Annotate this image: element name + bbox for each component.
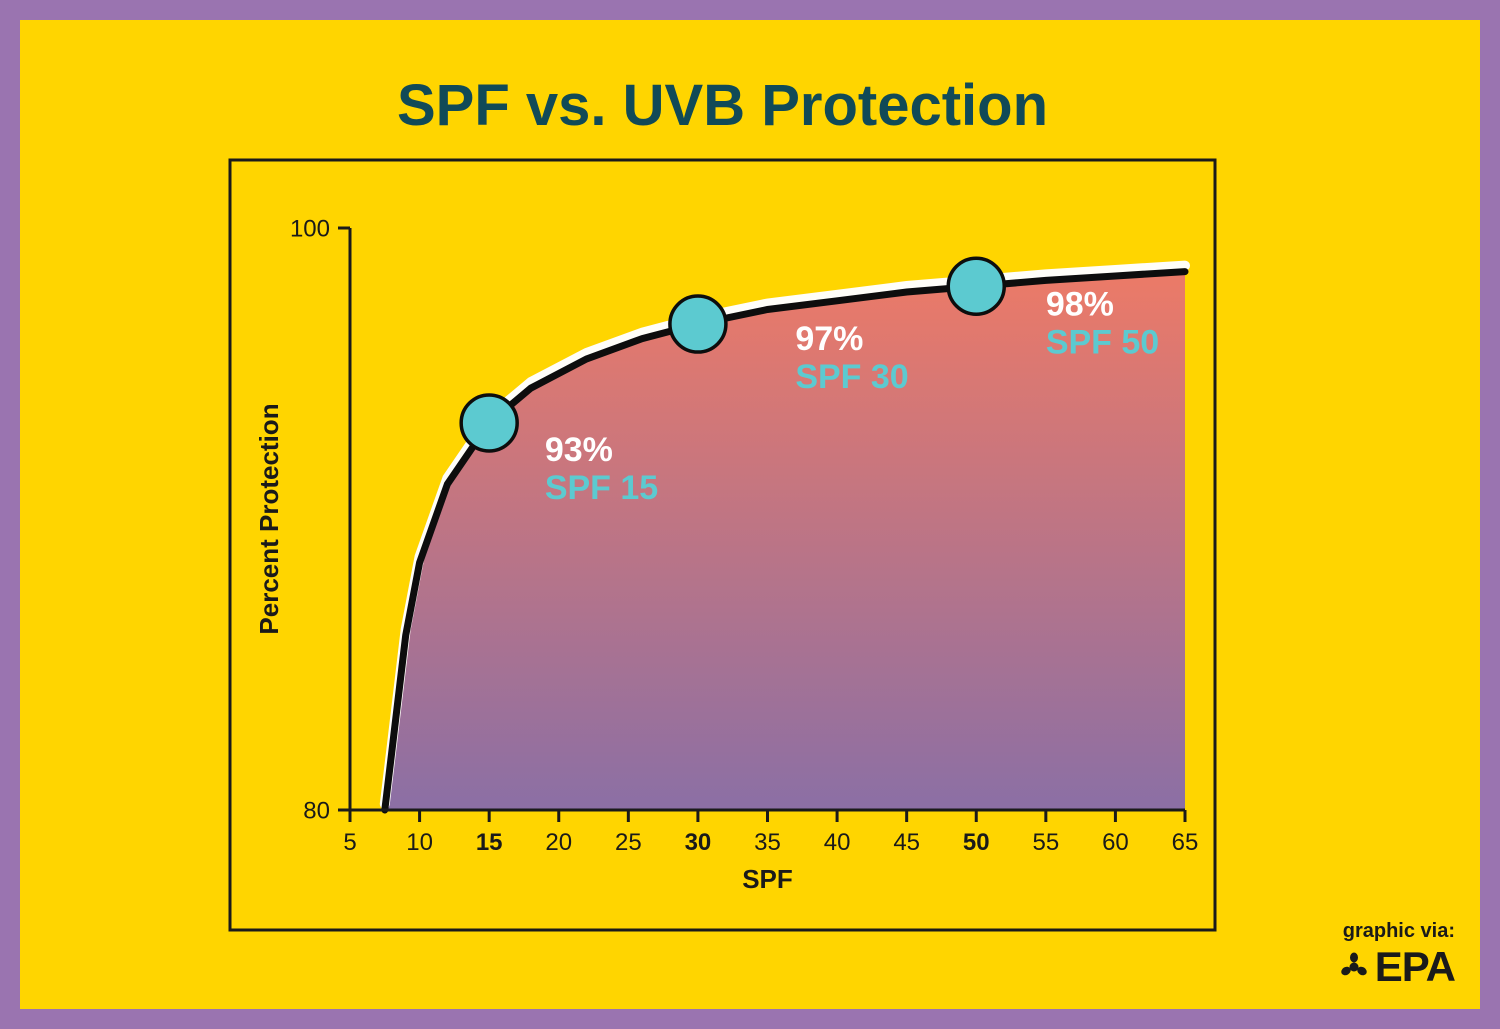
x-tick-label: 5 <box>343 829 356 856</box>
x-tick-label: 15 <box>476 829 503 856</box>
x-tick-label: 55 <box>1032 829 1059 856</box>
x-tick-label: 10 <box>406 829 433 856</box>
x-tick-label: 30 <box>685 829 712 856</box>
attribution-text: graphic via: <box>1205 920 1455 943</box>
x-axis-label: SPF <box>742 864 793 894</box>
x-tick-label: 50 <box>963 829 990 856</box>
inner-panel: SPF vs. UVB Protection 51015202530354045… <box>20 20 1480 1009</box>
data-marker <box>948 258 1004 314</box>
annotation-spf: SPF 30 <box>795 358 908 396</box>
annotation-percent: 97% <box>795 320 863 358</box>
x-tick-label: 65 <box>1172 829 1199 856</box>
x-tick-label: 40 <box>824 829 851 856</box>
y-tick-label: 80 <box>303 797 330 824</box>
epa-logo: EPA <box>1205 943 1455 991</box>
epa-flower-icon <box>1339 952 1369 982</box>
annotation-percent: 93% <box>545 431 613 469</box>
x-tick-label: 45 <box>893 829 920 856</box>
attribution-block: graphic via: EPA <box>1205 920 1455 991</box>
y-axis-label: Percent Protection <box>254 403 284 634</box>
epa-logo-text: EPA <box>1375 943 1455 991</box>
spf-uvb-chart: 5 10 15 20 25 30 35 40 45 50 55 60 65 80 100 SPF Percent… <box>20 20 1480 1009</box>
y-tick-label: 100 <box>290 215 330 242</box>
data-marker <box>670 296 726 352</box>
x-tick-label: 35 <box>754 829 781 856</box>
x-tick-label: 60 <box>1102 829 1129 856</box>
data-marker <box>461 395 517 451</box>
infographic-frame: SPF vs. UVB Protection 51015202530354045… <box>0 0 1500 1029</box>
annotation-spf: SPF 15 <box>545 469 658 507</box>
annotation-percent: 98% <box>1046 285 1114 323</box>
x-tick-label: 20 <box>545 829 572 856</box>
x-tick-label: 25 <box>615 829 642 856</box>
annotation-spf: SPF 50 <box>1046 323 1159 361</box>
